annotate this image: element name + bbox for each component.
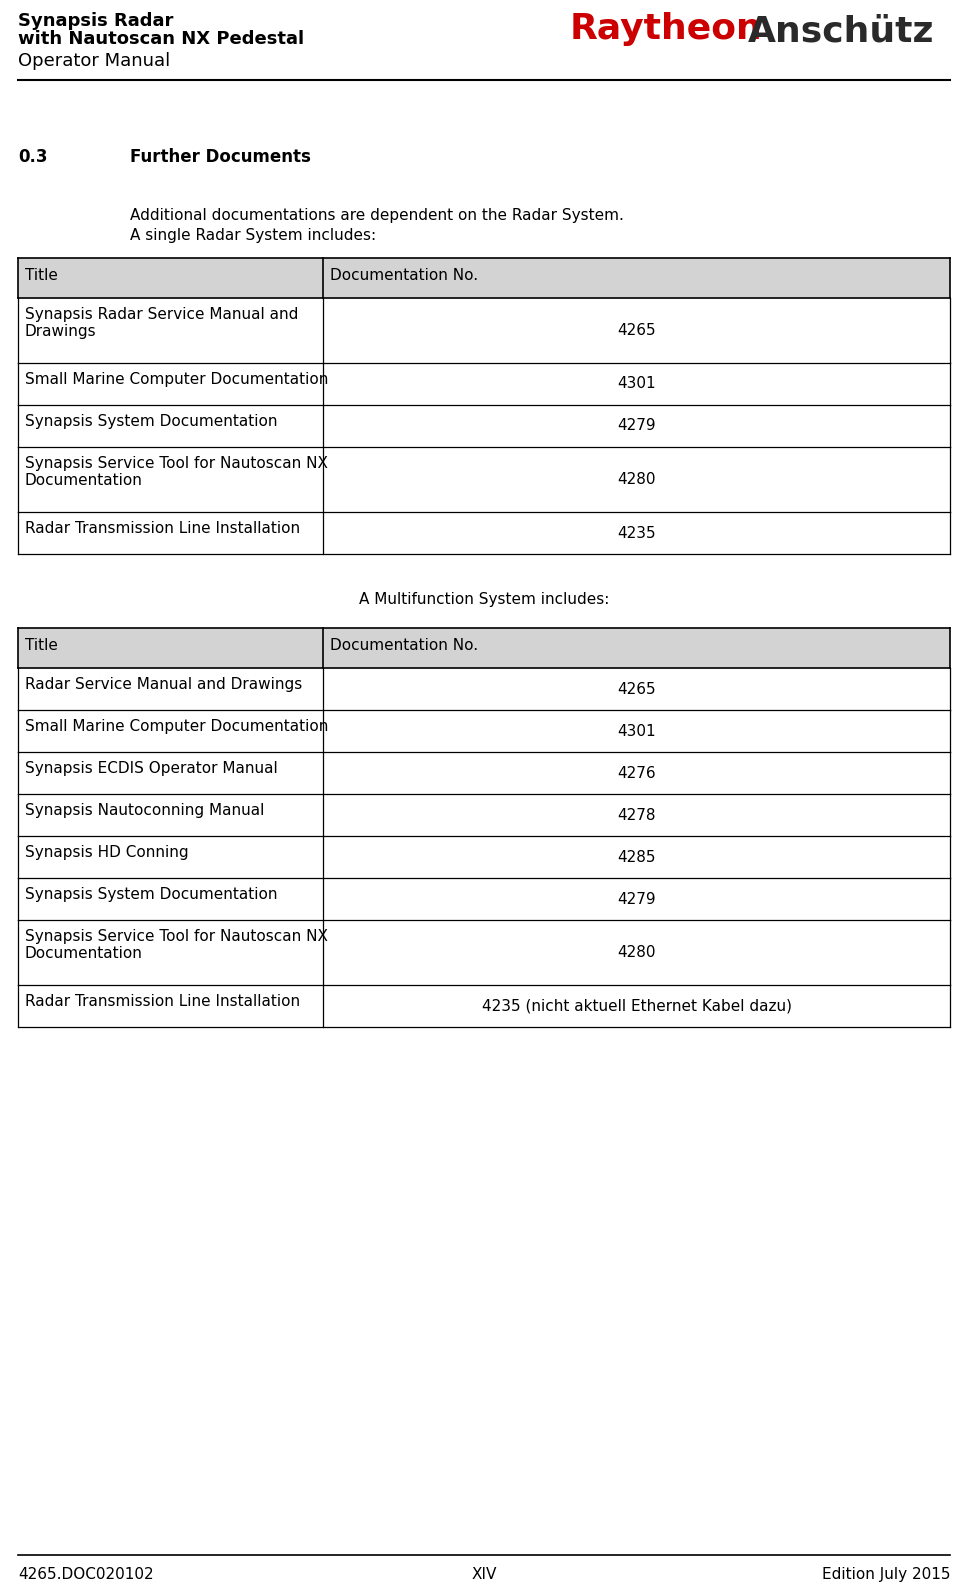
Bar bbox=[18, 628, 950, 668]
Text: 4301: 4301 bbox=[618, 724, 655, 738]
Bar bbox=[18, 753, 950, 794]
Bar bbox=[18, 406, 950, 447]
Bar bbox=[18, 258, 950, 298]
Bar bbox=[18, 920, 950, 985]
Text: Radar Transmission Line Installation: Radar Transmission Line Installation bbox=[25, 520, 300, 536]
Bar bbox=[18, 878, 950, 920]
Bar bbox=[18, 668, 950, 710]
Text: 4301: 4301 bbox=[618, 377, 655, 391]
Text: Synapsis System Documentation: Synapsis System Documentation bbox=[25, 888, 278, 902]
Text: 4265: 4265 bbox=[618, 681, 655, 697]
Text: Documentation No.: Documentation No. bbox=[330, 267, 478, 283]
Text: 4265.DOC020102: 4265.DOC020102 bbox=[18, 1567, 154, 1581]
Text: with Nautoscan NX Pedestal: with Nautoscan NX Pedestal bbox=[18, 30, 304, 48]
Text: Additional documentations are dependent on the Radar System.: Additional documentations are dependent … bbox=[130, 208, 623, 223]
Bar bbox=[18, 794, 950, 835]
Text: Operator Manual: Operator Manual bbox=[18, 53, 170, 70]
Text: Synapsis HD Conning: Synapsis HD Conning bbox=[25, 845, 189, 861]
Bar bbox=[18, 835, 950, 878]
Text: Small Marine Computer Documentation: Small Marine Computer Documentation bbox=[25, 372, 328, 387]
Text: 4278: 4278 bbox=[618, 808, 655, 823]
Text: 4235 (nicht aktuell Ethernet Kabel dazu): 4235 (nicht aktuell Ethernet Kabel dazu) bbox=[481, 999, 792, 1013]
Text: Synapsis Service Tool for Nautoscan NX
Documentation: Synapsis Service Tool for Nautoscan NX D… bbox=[25, 929, 328, 961]
Text: Synapsis Radar Service Manual and
Drawings: Synapsis Radar Service Manual and Drawin… bbox=[25, 307, 298, 339]
Text: 0.3: 0.3 bbox=[18, 148, 47, 165]
Text: Synapsis Service Tool for Nautoscan NX
Documentation: Synapsis Service Tool for Nautoscan NX D… bbox=[25, 457, 328, 488]
Text: Anschütz: Anschütz bbox=[748, 14, 934, 48]
Text: Synapsis System Documentation: Synapsis System Documentation bbox=[25, 414, 278, 430]
Text: 4279: 4279 bbox=[618, 891, 655, 907]
Text: 4265: 4265 bbox=[618, 323, 655, 337]
Text: Synapsis Nautoconning Manual: Synapsis Nautoconning Manual bbox=[25, 803, 264, 818]
Bar bbox=[18, 985, 950, 1028]
Text: 4280: 4280 bbox=[618, 945, 655, 959]
Text: Title: Title bbox=[25, 267, 58, 283]
Text: Title: Title bbox=[25, 638, 58, 652]
Bar bbox=[18, 363, 950, 406]
Text: Edition July 2015: Edition July 2015 bbox=[822, 1567, 950, 1581]
Text: 4280: 4280 bbox=[618, 473, 655, 487]
Text: 4276: 4276 bbox=[618, 765, 655, 781]
Text: Raytheon: Raytheon bbox=[570, 13, 763, 46]
Bar bbox=[18, 512, 950, 554]
Text: 4235: 4235 bbox=[618, 525, 655, 541]
Text: Documentation No.: Documentation No. bbox=[330, 638, 478, 652]
Text: Radar Service Manual and Drawings: Radar Service Manual and Drawings bbox=[25, 678, 302, 692]
Text: Synapsis ECDIS Operator Manual: Synapsis ECDIS Operator Manual bbox=[25, 760, 278, 776]
Text: Radar Transmission Line Installation: Radar Transmission Line Installation bbox=[25, 994, 300, 1009]
Text: A single Radar System includes:: A single Radar System includes: bbox=[130, 228, 377, 243]
Text: 4279: 4279 bbox=[618, 418, 655, 433]
Text: Synapsis Radar: Synapsis Radar bbox=[18, 13, 173, 30]
Bar bbox=[18, 710, 950, 753]
Bar bbox=[18, 298, 950, 363]
Text: 4285: 4285 bbox=[618, 850, 655, 864]
Text: XIV: XIV bbox=[471, 1567, 497, 1581]
Text: Small Marine Computer Documentation: Small Marine Computer Documentation bbox=[25, 719, 328, 733]
Bar bbox=[18, 447, 950, 512]
Text: Further Documents: Further Documents bbox=[130, 148, 311, 165]
Text: A Multifunction System includes:: A Multifunction System includes: bbox=[359, 592, 609, 608]
